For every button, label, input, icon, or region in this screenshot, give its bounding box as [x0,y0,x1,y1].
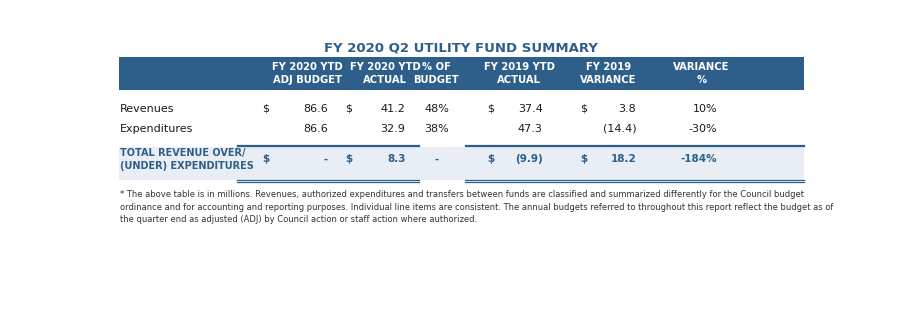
Text: 37.4: 37.4 [518,104,543,114]
Bar [119,57,804,90]
Text: $: $ [262,154,270,164]
Text: 86.6: 86.6 [303,104,328,114]
Text: 32.9: 32.9 [381,123,405,133]
Text: (9.9): (9.9) [515,154,543,164]
Text: 86.6: 86.6 [303,123,328,133]
Bar [119,147,804,180]
Text: 8.3: 8.3 [387,154,405,164]
Text: -: - [435,154,438,164]
Text: FY 2020 Q2 UTILITY FUND SUMMARY: FY 2020 Q2 UTILITY FUND SUMMARY [324,41,598,54]
Text: FY 2020 YTD
ADJ BUDGET: FY 2020 YTD ADJ BUDGET [273,62,343,85]
Text: FY 2020 YTD
ACTUAL: FY 2020 YTD ACTUAL [350,62,420,85]
Text: 48%: 48% [424,104,449,114]
Text: 38%: 38% [424,123,449,133]
Text: $: $ [346,104,353,114]
Text: (14.4): (14.4) [603,123,636,133]
Text: 10%: 10% [692,104,717,114]
Text: 3.8: 3.8 [618,104,636,114]
Text: Revenues: Revenues [121,104,175,114]
Text: % OF
BUDGET: % OF BUDGET [414,62,459,85]
Text: VARIANCE
%: VARIANCE % [673,62,730,85]
Text: 41.2: 41.2 [381,104,405,114]
Text: $: $ [580,104,587,114]
Text: 47.3: 47.3 [518,123,543,133]
Text: Expenditures: Expenditures [121,123,194,133]
Text: 18.2: 18.2 [610,154,636,164]
Text: * The above table is in millions. Revenues, authorized expenditures and transfer: * The above table is in millions. Revenu… [121,190,833,224]
Text: FY 2019 YTD
ACTUAL: FY 2019 YTD ACTUAL [484,62,555,85]
Text: $: $ [487,104,494,114]
Text: -184%: -184% [680,154,717,164]
Text: $: $ [580,154,588,164]
Text: $: $ [346,154,353,164]
Text: -: - [324,154,328,164]
Text: FY 2019
VARIANCE: FY 2019 VARIANCE [580,62,636,85]
Text: $: $ [487,154,494,164]
Text: -30%: -30% [688,123,717,133]
Text: $: $ [263,104,269,114]
Text: TOTAL REVENUE OVER/
(UNDER) EXPENDITURES: TOTAL REVENUE OVER/ (UNDER) EXPENDITURES [121,148,254,171]
